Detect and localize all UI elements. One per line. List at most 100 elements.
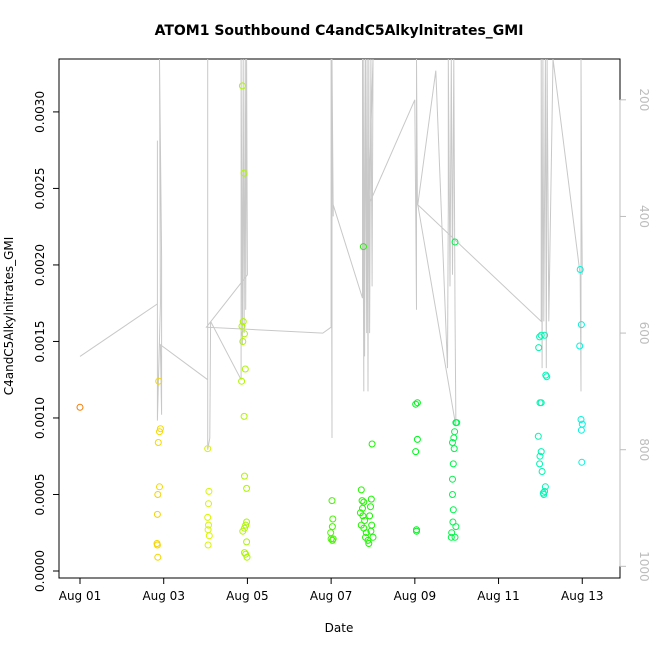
data-point-81 (449, 491, 456, 498)
x-tick-label-3: Aug 07 (310, 589, 353, 603)
data-point-88 (536, 333, 544, 341)
data-point-76 (450, 434, 458, 442)
data-point-26 (238, 377, 246, 385)
data-point-59 (367, 495, 375, 503)
data-point-1 (155, 377, 163, 385)
data-point-82 (449, 506, 457, 514)
y2-tick-label-4: 1000 (637, 551, 650, 582)
data-point-24 (239, 338, 247, 345)
data-point-31 (242, 521, 250, 529)
data-point-110 (577, 426, 585, 434)
data-point-74 (453, 419, 461, 427)
data-point-75 (451, 428, 459, 436)
x-tick-label-6: Aug 13 (561, 589, 604, 603)
data-point-34 (243, 538, 251, 546)
data-point-27 (240, 412, 248, 420)
data-point-40 (328, 523, 336, 531)
data-point-104 (540, 491, 548, 498)
data-point-28 (241, 472, 248, 480)
data-point-65 (369, 533, 377, 541)
data-point-47 (358, 497, 366, 505)
data-point-62 (366, 512, 374, 520)
data-point-95 (537, 399, 545, 407)
data-point-111 (578, 458, 586, 466)
data-point-21 (238, 322, 246, 330)
data-point-107 (576, 342, 584, 350)
data-point-5 (156, 483, 163, 491)
data-point-37 (243, 553, 251, 561)
data-point-55 (362, 529, 370, 537)
data-point-96 (534, 432, 542, 440)
data-point-44 (329, 535, 337, 543)
data-point-18 (204, 541, 212, 549)
data-point-3 (156, 428, 163, 436)
data-point-33 (239, 527, 247, 535)
y-tick-label-1: 0.0005 (33, 473, 47, 515)
data-point-106 (577, 321, 585, 329)
data-point-101 (541, 483, 549, 491)
data-point-57 (364, 536, 372, 544)
data-point-39 (329, 515, 337, 523)
data-point-72 (451, 238, 459, 246)
data-point-63 (368, 521, 376, 529)
data-point-23 (241, 330, 248, 338)
y-axis-label: C4andC5Alkylnitrates_GMI (2, 237, 16, 396)
y-tick-label-3: 0.0015 (33, 320, 47, 362)
x-tick-label-0: Aug 01 (59, 589, 102, 603)
data-point-14 (204, 513, 212, 521)
data-point-52 (361, 517, 369, 524)
data-point-66 (412, 400, 420, 408)
data-point-84 (452, 523, 460, 531)
data-point-86 (447, 533, 455, 541)
data-point-22 (239, 318, 247, 326)
data-point-87 (451, 533, 459, 541)
data-point-13 (205, 500, 212, 508)
data-point-0 (76, 403, 84, 411)
pressure-track-layer (79, 59, 583, 450)
data-point-19 (238, 82, 246, 90)
data-points-layer (76, 82, 586, 561)
data-point-51 (359, 512, 367, 520)
data-point-12 (205, 487, 213, 495)
data-point-91 (535, 344, 543, 352)
data-point-20 (240, 169, 248, 177)
y2-tick-label-0: 200 (637, 88, 650, 111)
x-tick-label-2: Aug 05 (226, 589, 269, 603)
data-point-42 (327, 535, 335, 543)
axes-layer: Aug 01 Aug 03 Aug 05 Aug 07 Aug 09 Aug 11 Aug … (33, 88, 650, 603)
data-point-69 (412, 448, 420, 456)
y-tick-label-4: 0.0020 (33, 244, 47, 286)
data-point-11 (204, 445, 212, 453)
data-point-25 (241, 365, 249, 373)
data-point-48 (360, 498, 368, 506)
data-point-4 (154, 439, 162, 446)
data-point-46 (357, 486, 365, 494)
data-point-10 (154, 553, 162, 561)
data-point-49 (359, 504, 366, 512)
y2-tick-label-2: 600 (637, 322, 650, 345)
data-point-17 (205, 532, 213, 540)
data-point-98 (536, 452, 544, 460)
data-point-7 (153, 510, 161, 518)
data-point-77 (449, 439, 456, 446)
data-point-100 (538, 468, 546, 475)
data-point-38 (328, 497, 336, 505)
data-point-29 (243, 484, 251, 492)
x-axis-label: Date (325, 621, 354, 635)
data-point-2 (156, 425, 164, 433)
y2-tick-label-3: 800 (637, 438, 650, 461)
data-point-67 (413, 399, 421, 407)
data-point-30 (243, 518, 251, 526)
data-point-102 (541, 487, 549, 495)
data-point-61 (367, 503, 374, 511)
data-point-93 (543, 373, 551, 381)
data-point-41 (327, 529, 335, 537)
data-point-99 (536, 460, 544, 468)
data-point-79 (449, 460, 457, 468)
data-point-58 (365, 540, 373, 547)
y-tick-label-6: 0.0030 (33, 91, 47, 133)
data-point-89 (537, 331, 545, 339)
data-point-45 (359, 243, 367, 251)
data-point-97 (537, 448, 545, 456)
